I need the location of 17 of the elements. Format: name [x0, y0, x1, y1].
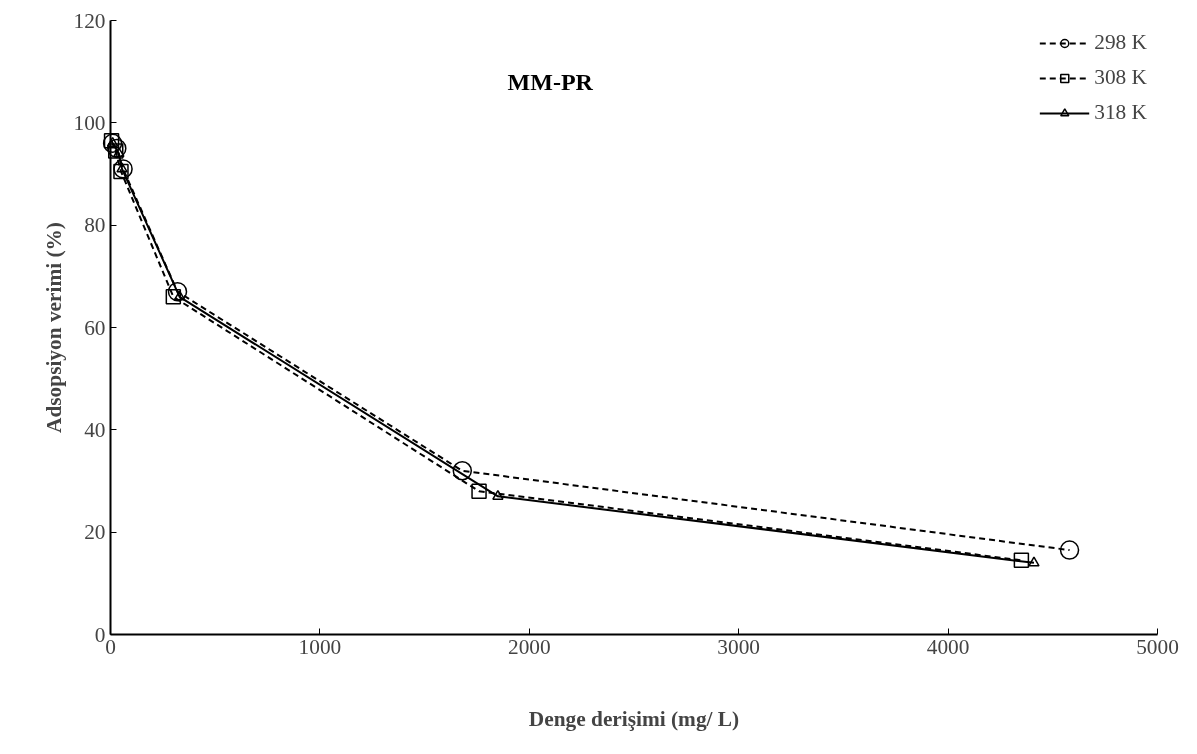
y-tick-label: 40 — [84, 417, 106, 442]
x-axis-title: Denge derişimi (mg/ L) — [528, 706, 740, 731]
x-tick-label: 3000 — [717, 634, 761, 659]
y-tick-label: 20 — [84, 520, 106, 545]
y-axis-title: Adsopsiyon verimi (%) — [41, 222, 66, 433]
text: MM-PR — [507, 68, 594, 95]
x-tick-label: 1000 — [298, 634, 342, 659]
y-tick-label: 60 — [84, 315, 106, 340]
y-tick-label: 120 — [73, 8, 106, 33]
legend-label: 318 K — [1094, 100, 1147, 125]
x-tick-label: 2000 — [507, 634, 551, 659]
y-tick-label: 100 — [73, 110, 106, 135]
legend-label: 308 K — [1094, 65, 1147, 90]
x-tick-label: 4000 — [926, 634, 970, 659]
legend-label: 298 K — [1094, 30, 1147, 55]
y-tick-label: 80 — [84, 213, 106, 238]
x-tick-label: 5000 — [1136, 634, 1179, 659]
